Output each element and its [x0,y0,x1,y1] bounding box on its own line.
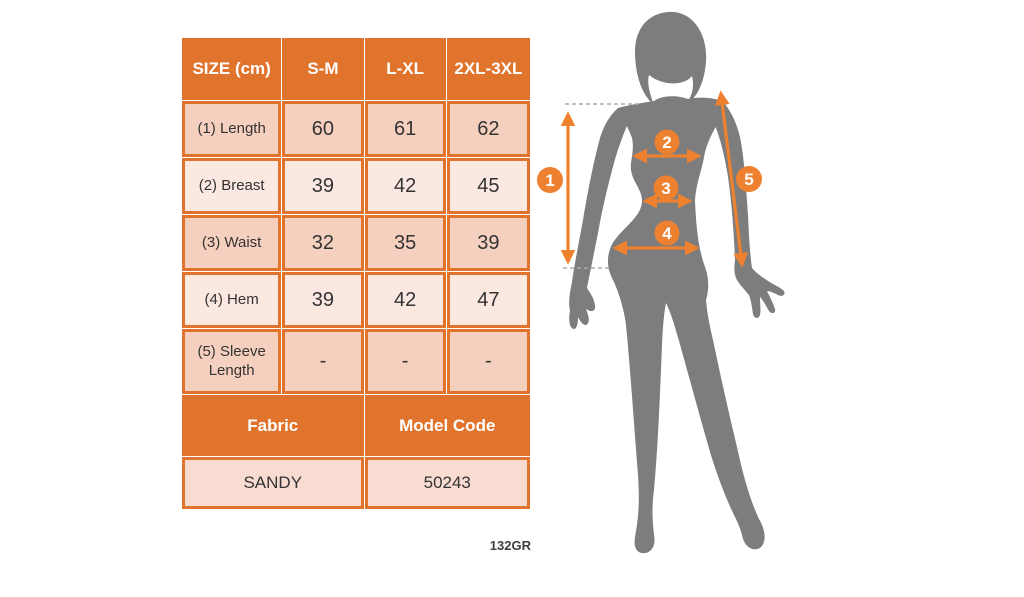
svg-text:3: 3 [661,179,670,198]
row-label: (5) Sleeve Length [182,329,282,394]
cell-value: 35 [364,215,446,271]
measurement-arrows [560,90,748,268]
cell-value: 45 [446,158,530,214]
weight-note: 132GR [489,538,531,553]
svg-text:2: 2 [662,133,671,152]
cell-value: 32 [282,215,364,271]
cell-value: 39 [446,215,530,271]
silhouette-body [607,96,765,554]
cell-value: - [364,329,446,394]
cell-value: 47 [446,272,530,328]
cell-value: 42 [364,158,446,214]
woman-silhouette [569,11,785,554]
marker-2-breast: 2 [654,129,680,155]
row-label: (2) Breast [182,158,282,214]
cell-value: 60 [282,101,364,157]
table-row-length: (1) Length 60 61 62 [182,101,530,157]
svg-text:5: 5 [744,170,753,189]
col-header-2xl3xl: 2XL-3XL [446,38,530,100]
measurement-markers: 1 2 3 4 5 [537,129,762,246]
model-code-header: Model Code [364,395,530,456]
fabric-header: Fabric [182,395,364,456]
table-row-fabric-values: SANDY 50243 [182,457,530,509]
cell-value: - [446,329,530,394]
table-row-sleeve-length: (5) Sleeve Length - - - [182,329,530,394]
silhouette-left-arm [569,108,628,329]
row-label: (1) Length [182,101,282,157]
cell-value: 39 [282,272,364,328]
cell-value: 39 [282,158,364,214]
col-header-lxl: L-XL [364,38,446,100]
model-code-value: 50243 [364,457,530,509]
cell-value: 61 [364,101,446,157]
table-row-waist: (3) Waist 32 35 39 [182,215,530,271]
cell-value: 42 [364,272,446,328]
cell-value: 62 [446,101,530,157]
row-label: (3) Waist [182,215,282,271]
fabric-value: SANDY [182,457,364,509]
silhouette-head [634,11,707,105]
cell-value: - [282,329,364,394]
svg-text:4: 4 [662,224,672,243]
woman-silhouette-diagram: 1 2 3 4 5 [537,11,785,554]
table-row-fabric-header: Fabric Model Code [182,395,530,456]
row-label: (4) Hem [182,272,282,328]
table-row-breast: (2) Breast 39 42 45 [182,158,530,214]
measurement-figure: 1 2 3 4 5 [530,5,790,565]
size-unit-header: SIZE (cm) [182,38,282,100]
svg-text:1: 1 [545,171,554,190]
size-table: SIZE (cm) S-M L-XL 2XL-3XL (1) Length 60… [181,37,531,510]
col-header-sm: S-M [282,38,364,100]
table-row-hem: (4) Hem 39 42 47 [182,272,530,328]
marker-4-hem: 4 [654,220,680,246]
marker-3-waist: 3 [653,175,679,201]
guide-lines [563,103,642,269]
marker-1-length: 1 [537,167,563,193]
sleeve-arrow [715,90,748,268]
marker-5-sleeve: 5 [736,166,762,192]
